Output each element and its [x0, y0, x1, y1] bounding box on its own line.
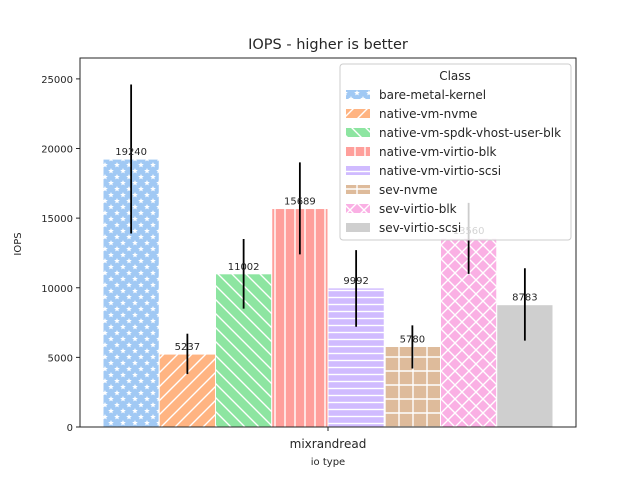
legend-swatch-sev-nvme: [346, 185, 370, 194]
plot-area: 0 5000 10000 15000 20000 25000 19240 5237 11002 1…: [41, 57, 577, 451]
x-tick-label: mixrandread: [290, 437, 367, 451]
data-label-sev-virtio-scsi: 8783: [512, 293, 537, 304]
legend-label-native-vm-nvme: native-vm-nvme: [379, 107, 477, 121]
legend-label-sev-nvme: sev-nvme: [379, 183, 438, 197]
legend-swatch-native-vm-virtio-scsi: [346, 166, 370, 175]
y-tick-label: 20000: [41, 145, 73, 156]
y-tick-label: 0: [67, 423, 73, 434]
legend-swatch-sev-virtio-blk: [346, 204, 370, 213]
legend-label-sev-virtio-scsi: sev-virtio-scsi: [379, 221, 461, 235]
legend-title: Class: [439, 69, 471, 83]
y-tick-label: 5000: [48, 353, 73, 364]
legend-swatch-native-vm-virtio-blk: [346, 147, 370, 156]
y-axis-label: IOPS: [13, 232, 24, 255]
data-label-native-vm-nvme: 5237: [175, 342, 200, 353]
y-tick-label: 10000: [41, 284, 73, 295]
legend: Class bare-metal-kernel native-vm-nvme nat…: [339, 63, 572, 241]
y-tick-label: 15000: [41, 214, 73, 225]
legend-label-sev-virtio-blk: sev-virtio-blk: [379, 202, 457, 216]
data-label-bare-metal-kernel: 19240: [115, 147, 147, 158]
legend-swatch-bare-metal-kernel: [346, 90, 370, 99]
legend-swatch-sev-virtio-scsi: [346, 223, 370, 232]
data-label-native-vm-virtio-blk: 15689: [284, 197, 316, 208]
legend-label-native-vm-spdk-vhost-user-blk: native-vm-spdk-vhost-user-blk: [379, 126, 561, 140]
y-tick-label: 25000: [41, 75, 73, 86]
legend-swatch-native-vm-spdk-vhost-user-blk: [346, 128, 370, 137]
data-label-native-vm-spdk-vhost-user-blk: 11002: [228, 262, 260, 273]
chart-title: IOPS - higher is better: [248, 37, 408, 53]
legend-frame: [339, 63, 572, 241]
legend-swatch-native-vm-nvme: [346, 109, 370, 118]
data-label-native-vm-virtio-scsi: 9992: [343, 276, 368, 287]
x-axis-label: io type: [311, 457, 345, 468]
legend-label-bare-metal-kernel: bare-metal-kernel: [379, 88, 486, 102]
legend-label-native-vm-virtio-scsi: native-vm-virtio-scsi: [379, 164, 501, 178]
legend-label-native-vm-virtio-blk: native-vm-virtio-blk: [379, 145, 497, 159]
data-label-sev-nvme: 5780: [400, 335, 425, 346]
